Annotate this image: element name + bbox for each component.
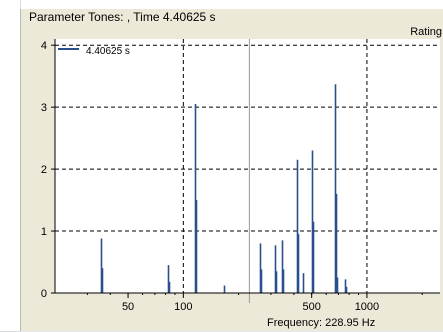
plot-area <box>55 39 440 293</box>
legend-label: 4.40625 s <box>86 46 130 57</box>
y-tick-label: 4 <box>41 40 47 52</box>
y-tick-label: 1 <box>41 226 47 238</box>
y-tick-label: 0 <box>41 288 47 300</box>
y-tick-label: 2 <box>41 164 47 176</box>
x-tick-label: 100 <box>174 301 192 313</box>
x-tick-label: 50 <box>122 301 134 313</box>
frequency-readout: Frequency: 228.95 Hz <box>267 317 376 329</box>
y-tick-label: 3 <box>41 102 47 114</box>
x-tick-label: 1000 <box>355 301 379 313</box>
y-axis-label: Rating <box>410 26 442 38</box>
chart-title: Parameter Tones: , Time 4.40625 s <box>29 10 216 24</box>
x-tick-label: 500 <box>302 301 320 313</box>
